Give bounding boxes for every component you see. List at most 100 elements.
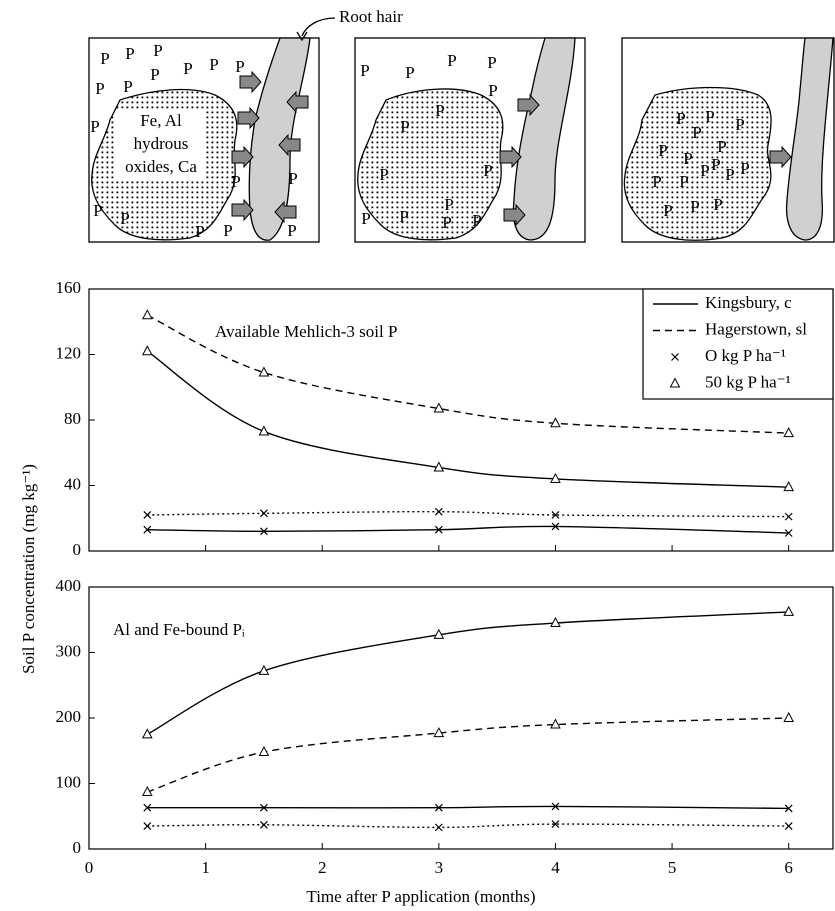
marker-x — [551, 802, 560, 811]
p-symbol: P — [658, 141, 667, 160]
p-symbol: P — [683, 149, 692, 168]
p-symbol: P — [153, 41, 162, 60]
legend-label: O kg P ha⁻¹ — [705, 346, 786, 365]
arrow — [239, 70, 262, 94]
p-symbol: P — [487, 53, 496, 72]
marker-x — [259, 803, 268, 812]
marker-triangle — [669, 377, 681, 388]
arrow — [769, 145, 792, 169]
arrow — [517, 93, 540, 117]
p-symbol: P — [360, 61, 369, 80]
marker-triangle — [258, 745, 270, 757]
marker-triangle — [141, 785, 153, 797]
x-tick-label: 1 — [201, 858, 210, 877]
marker-x — [784, 822, 793, 830]
root-hair-label: Root hair — [339, 7, 403, 26]
series-line — [147, 823, 789, 829]
p-symbol: P — [288, 169, 297, 188]
marker-x — [784, 512, 793, 521]
p-symbol: P — [735, 115, 744, 134]
pointer — [301, 17, 336, 37]
marker-triangle — [258, 425, 270, 436]
oxide-label: Fe, Al — [140, 111, 182, 130]
marker-x-stroke — [143, 803, 152, 812]
p-symbol: P — [435, 101, 444, 120]
root-hair — [512, 37, 576, 241]
p-symbol: P — [483, 161, 492, 180]
legend-label: 50 kg P ha⁻¹ — [705, 372, 791, 391]
p-symbol: P — [223, 221, 232, 240]
marker-triangle — [258, 366, 270, 377]
p-symbol: P — [231, 172, 240, 191]
y-tick-label: 200 — [56, 707, 82, 726]
marker-triangle — [141, 309, 153, 320]
series-line — [147, 717, 789, 793]
p-symbol: P — [100, 49, 109, 68]
marker-triangle — [783, 481, 795, 492]
marker-x — [434, 823, 443, 832]
marker-x-stroke — [671, 353, 679, 361]
marker-triangle — [433, 402, 445, 413]
y-tick-label: 120 — [56, 343, 82, 362]
arrow — [231, 145, 254, 169]
p-symbol: P — [700, 161, 709, 180]
marker-x-stroke — [259, 820, 268, 829]
p-symbol: P — [705, 107, 714, 126]
arrow — [231, 198, 254, 222]
marker-x — [784, 804, 793, 813]
p-symbol: P — [442, 213, 451, 232]
x-axis-label: Time after P application (months) — [306, 887, 535, 906]
p-symbol: P — [123, 77, 132, 96]
marker-x — [143, 822, 152, 830]
marker-x-stroke — [143, 511, 152, 519]
oxide-label: oxides, Ca — [125, 157, 197, 176]
y-tick-label: 100 — [56, 772, 82, 791]
y-axis-label: Soil P concentration (mg kg⁻¹) — [19, 464, 38, 674]
p-symbol: P — [676, 109, 685, 128]
pointer-head — [296, 31, 308, 42]
p-symbol: P — [195, 222, 204, 241]
marker-triangle — [433, 726, 445, 738]
p-symbol: P — [120, 209, 129, 228]
p-symbol: P — [125, 44, 134, 63]
x-tick-label: 0 — [85, 858, 94, 877]
arrow — [274, 200, 297, 224]
x-tick-label: 5 — [668, 858, 677, 877]
marker-triangle — [550, 472, 561, 483]
oxide-particle — [623, 86, 772, 241]
p-symbol: P — [90, 117, 99, 136]
marker-x — [434, 507, 443, 516]
p-symbol: P — [405, 63, 414, 82]
p-symbol: P — [235, 57, 244, 76]
marker-x — [671, 353, 679, 361]
marker-x-stroke — [434, 803, 443, 812]
y-tick-label: 300 — [56, 641, 82, 660]
p-symbol: P — [472, 211, 481, 230]
p-symbol: P — [711, 155, 720, 174]
marker-x-stroke — [551, 820, 560, 829]
marker-triangle — [783, 711, 795, 722]
marker-x-stroke — [259, 509, 268, 518]
p-symbol: P — [93, 201, 102, 220]
marker-triangle — [550, 616, 561, 628]
marker-x-stroke — [434, 823, 443, 832]
y-tick-label: 0 — [73, 540, 82, 559]
p-symbol: P — [725, 165, 734, 184]
marker-x-stroke — [784, 822, 793, 830]
x-tick-label: 2 — [318, 858, 327, 877]
legend-label: Hagerstown, sl — [705, 319, 807, 338]
y-tick-label: 40 — [64, 474, 81, 493]
oxide-label: hydrous — [134, 134, 189, 153]
marker-x — [434, 803, 443, 812]
p-symbol: P — [692, 123, 701, 142]
marker-x — [434, 525, 443, 534]
p-symbol: P — [150, 65, 159, 84]
y-tick-label: 0 — [73, 838, 82, 857]
marker-x-stroke — [259, 527, 268, 536]
marker-triangle — [433, 461, 445, 472]
marker-x — [551, 820, 560, 829]
marker-x — [143, 525, 152, 534]
p-symbol: P — [399, 207, 408, 226]
series-line — [147, 510, 789, 518]
